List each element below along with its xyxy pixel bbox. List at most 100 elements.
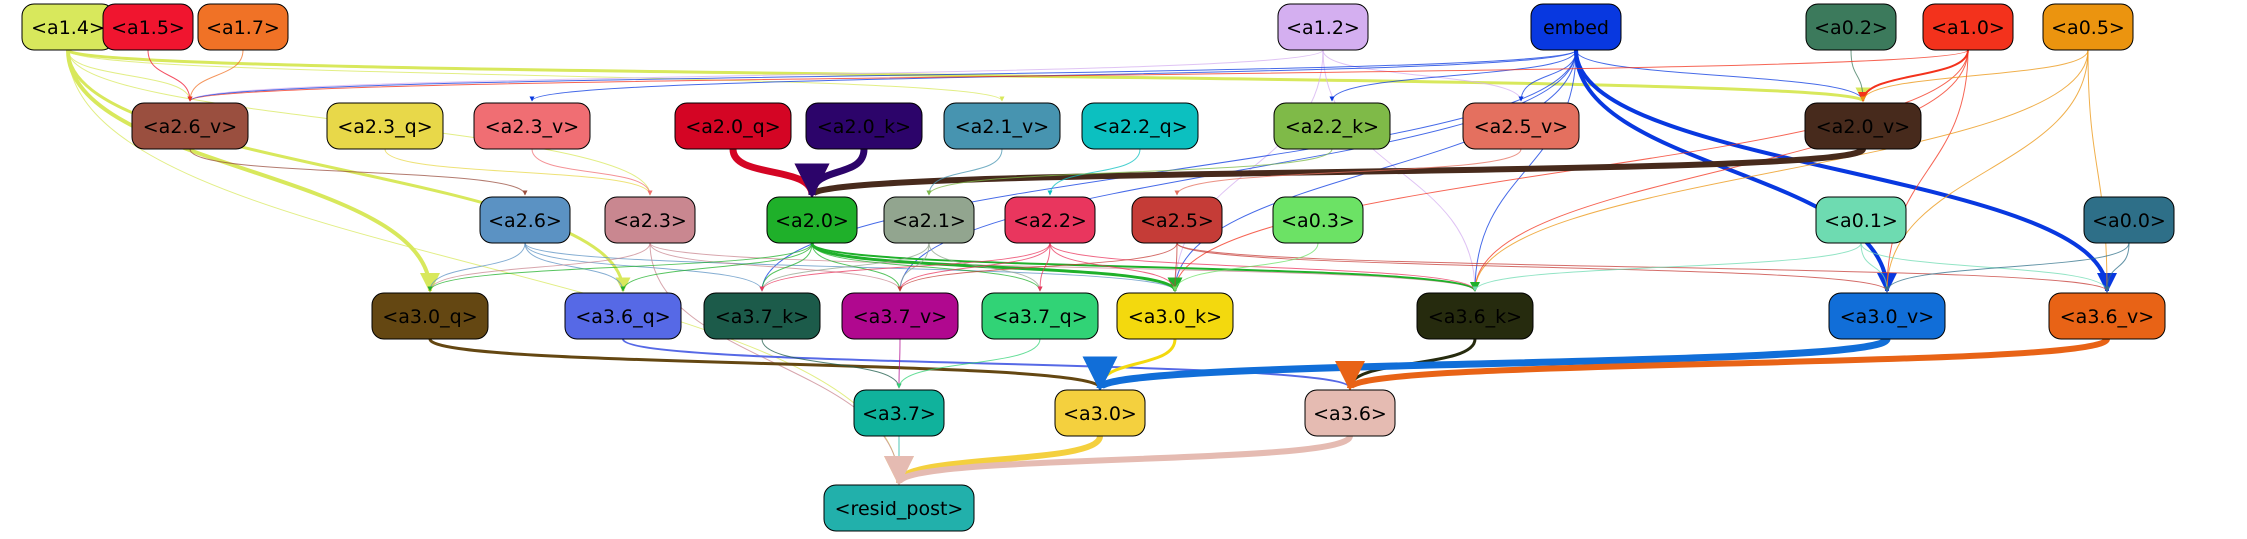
node-a2-3-v[interactable]: <a2.3_v> <box>473 102 591 150</box>
edge-a0_5-to-a3_6_k <box>1472 49 2089 292</box>
edge-embed-to-a3_6_v <box>1574 49 2117 293</box>
edge-a3_0_q-to-a3_0 <box>428 337 1108 390</box>
node-a2-0-q[interactable]: <a2.0_q> <box>674 102 792 150</box>
node-box <box>1004 196 1096 244</box>
edge-a2_6_v-to-a2_6 <box>189 148 528 196</box>
node-embed[interactable]: embed <box>1530 3 1622 51</box>
node-label: <a3.7_v> <box>853 306 947 328</box>
node-a1-7[interactable]: <a1.7> <box>197 3 289 51</box>
node-label: <a2.2_q> <box>1092 116 1187 138</box>
edge-a2_6-to-a3_7_k <box>524 242 765 292</box>
edge-a2_2_q-to-a2_2 <box>1047 148 1141 196</box>
node-label: <a3.0_v> <box>1840 306 1934 328</box>
edge-a0_5-to-a3_0_v <box>1884 49 2089 292</box>
node-label: <a3.6_q> <box>575 306 670 328</box>
node-a2-1[interactable]: <a2.1> <box>883 196 975 244</box>
edge-a1_4-to-a2_6_v <box>67 49 193 102</box>
node-a1-2[interactable]: <a1.2> <box>1277 3 1369 51</box>
edge-a2_3-to-a3_7_v <box>649 242 903 292</box>
node-box <box>371 292 489 340</box>
edge-a0_5-to-a3_6_v <box>2087 49 2110 292</box>
node-a3-6-v[interactable]: <a3.6_v> <box>2048 292 2166 340</box>
node-label: <a3.7_q> <box>992 306 1087 328</box>
edge-a3_6_q-to-a3_6 <box>622 338 1355 389</box>
node-box <box>823 484 975 532</box>
node-label: <a0.2> <box>1814 17 1888 39</box>
node-a0-2[interactable]: <a0.2> <box>1805 3 1897 51</box>
node-resid-post[interactable]: <resid_post> <box>823 484 975 532</box>
edge-a1_7-to-a2_6_v <box>187 49 244 102</box>
node-a2-5-v[interactable]: <a2.5_v> <box>1462 102 1580 150</box>
edge-a1_2-to-a2_6_v <box>187 49 1324 102</box>
node-a3-0-q[interactable]: <a3.0_q> <box>371 292 489 340</box>
node-box <box>1922 3 2014 51</box>
node-a2-3-q[interactable]: <a2.3_q> <box>326 102 444 150</box>
edge-a2_3_q-to-a2_3 <box>384 148 653 196</box>
node-box <box>853 389 945 437</box>
node-label: <a2.0_v> <box>1816 116 1910 138</box>
node-label: <a2.6_v> <box>143 116 237 138</box>
node-label: <a0.5> <box>2051 17 2125 39</box>
node-a2-1-v[interactable]: <a2.1_v> <box>943 102 1061 150</box>
edge-a2_1-to-a3_7_q <box>928 242 1043 292</box>
node-label: <a1.5> <box>111 17 185 39</box>
edge-a1_4-to-a2_0_v <box>66 48 1870 103</box>
edge-a1_4-to-resid_post <box>67 49 902 484</box>
node-a3-7-k[interactable]: <a3.7_k> <box>703 292 821 340</box>
node-a3-6-k[interactable]: <a3.6_k> <box>1416 292 1534 340</box>
node-box <box>1416 292 1534 340</box>
edge-a2_0-to-a3_7_k <box>759 242 813 292</box>
node-a1-4[interactable]: <a1.4> <box>21 3 115 51</box>
node-label: <a0.1> <box>1824 210 1898 232</box>
edges-layer <box>66 48 2130 486</box>
node-a3-7[interactable]: <a3.7> <box>853 389 945 437</box>
node-a2-0-v[interactable]: <a2.0_v> <box>1804 102 1922 150</box>
edge-a2_2-to-a3_7_k <box>759 242 1051 292</box>
node-a2-0[interactable]: <a2.0> <box>766 196 858 244</box>
node-box <box>943 102 1061 150</box>
node-a0-3[interactable]: <a0.3> <box>1272 196 1364 244</box>
node-a2-0-k[interactable]: <a2.0_k> <box>805 102 923 150</box>
edge-a2_5_v-to-a2_5 <box>1174 148 1522 196</box>
node-a2-5[interactable]: <a2.5> <box>1131 196 1223 244</box>
node-a1-0[interactable]: <a1.0> <box>1922 3 2014 51</box>
node-a3-7-q[interactable]: <a3.7_q> <box>981 292 1099 340</box>
node-label: <a2.2> <box>1013 210 1087 232</box>
node-a3-0-v[interactable]: <a3.0_v> <box>1828 292 1946 340</box>
node-a2-2[interactable]: <a2.2> <box>1004 196 1096 244</box>
node-a0-1[interactable]: <a0.1> <box>1815 196 1907 244</box>
node-a2-3[interactable]: <a2.3> <box>604 196 696 244</box>
edge-embed-to-a3_7_v <box>897 49 1577 292</box>
node-box <box>1273 102 1391 150</box>
node-a3-0[interactable]: <a3.0> <box>1054 389 1146 437</box>
node-box <box>703 292 821 340</box>
edge-a1_4-to-a3_6_q <box>66 49 631 293</box>
node-label: <a3.6_v> <box>2060 306 2154 328</box>
edge-a2_0_k-to-a2_0 <box>794 148 868 199</box>
node-a0-0[interactable]: <a0.0> <box>2083 196 2175 244</box>
node-a3-7-v[interactable]: <a3.7_v> <box>841 292 959 340</box>
edge-a1_4-to-a3_0_q <box>66 49 440 293</box>
node-box <box>1815 196 1907 244</box>
node-a0-5[interactable]: <a0.5> <box>2042 3 2134 51</box>
node-a2-6-v[interactable]: <a2.6_v> <box>131 102 249 150</box>
node-a2-2-q[interactable]: <a2.2_q> <box>1081 102 1199 150</box>
node-a3-0-k[interactable]: <a3.0_k> <box>1116 292 1234 340</box>
edge-embed-to-a2_2_k <box>1329 49 1577 102</box>
node-a2-6[interactable]: <a2.6> <box>479 196 571 244</box>
node-box <box>1804 102 1922 150</box>
node-a2-2-k[interactable]: <a2.2_k> <box>1273 102 1391 150</box>
node-box <box>2083 196 2175 244</box>
node-a3-6[interactable]: <a3.6> <box>1304 389 1396 437</box>
node-label: <a2.5> <box>1140 210 1214 232</box>
node-box <box>2042 3 2134 51</box>
node-a3-6-q[interactable]: <a3.6_q> <box>564 292 682 340</box>
node-label: <a2.0> <box>775 210 849 232</box>
node-label: embed <box>1543 17 1609 39</box>
node-box <box>981 292 1099 340</box>
node-a1-5[interactable]: <a1.5> <box>102 3 194 51</box>
node-label: <a2.3_v> <box>485 116 579 138</box>
node-label: <a1.4> <box>31 17 105 39</box>
node-label: <a1.7> <box>206 17 280 39</box>
